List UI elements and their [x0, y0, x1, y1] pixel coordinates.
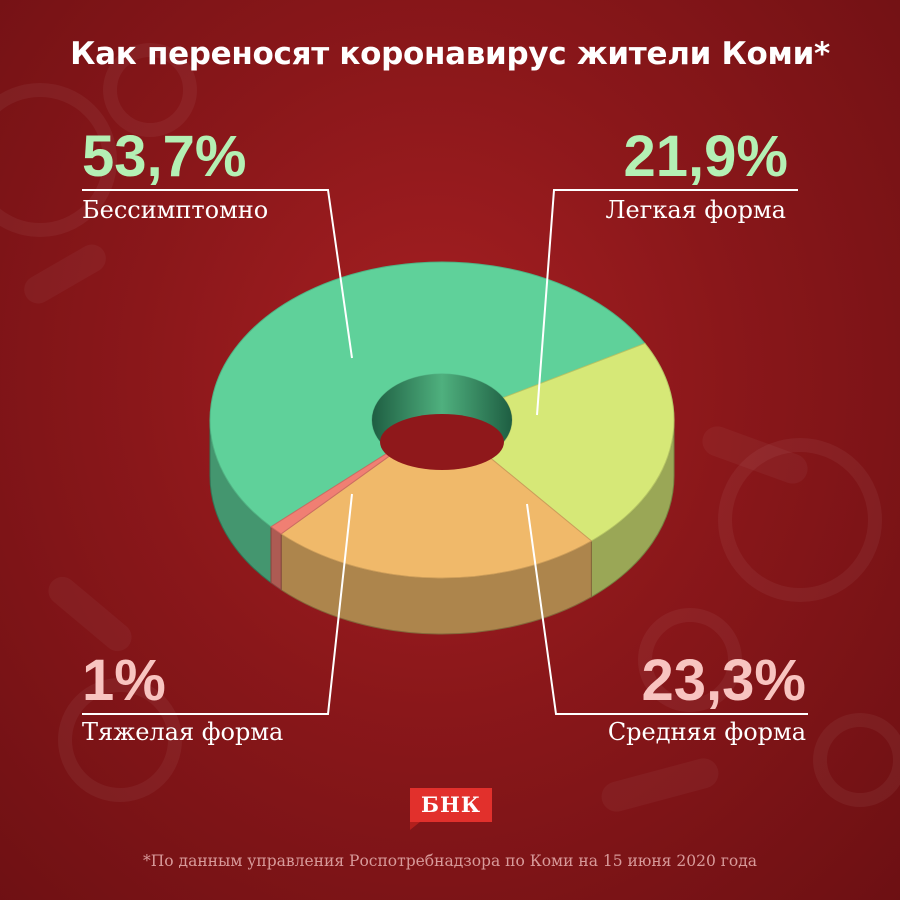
value-label-moderate: 23,3% [641, 648, 806, 713]
leader-line-asymptomatic [82, 189, 353, 359]
value-label-mild: 21,9% [623, 124, 788, 189]
donut-hole-opening [380, 414, 504, 470]
category-label-mild: Легкая форма [605, 196, 786, 224]
category-label-severe: Тяжелая форма [82, 718, 284, 746]
value-label-asymptomatic: 53,7% [82, 124, 247, 189]
chart-title: Как переносят коронавирус жители Коми* [70, 36, 830, 72]
source-footnote: *По данным управления Роспотребнадзора п… [143, 852, 757, 870]
category-label-asymptomatic: Бессимптомно [82, 196, 269, 224]
logo-tail-shape [410, 822, 420, 830]
slice-side-severe [270, 525, 282, 591]
leader-line-severe [82, 493, 353, 715]
category-label-moderate: Средняя форма [607, 718, 806, 746]
logo-text: БНК [410, 788, 492, 822]
slice-asymptomatic [209, 261, 646, 528]
bnk-logo: БНК [410, 788, 492, 830]
value-label-severe: 1% [82, 648, 166, 713]
leader-line-mild [536, 189, 798, 416]
leader-line-moderate [526, 503, 808, 715]
